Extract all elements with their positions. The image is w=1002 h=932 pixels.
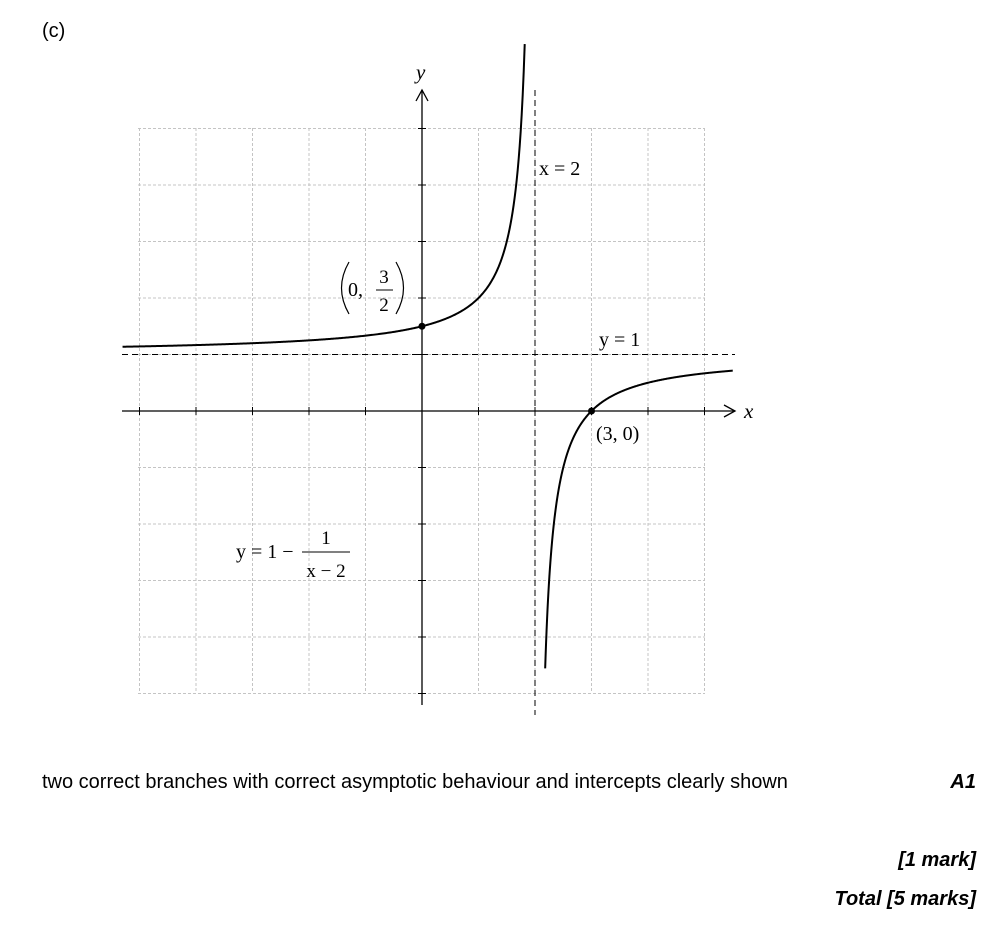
part-label: (c) bbox=[42, 20, 66, 42]
y-intercept-right-paren bbox=[395, 261, 405, 315]
curve-equation-denominator: x − 2 bbox=[306, 561, 345, 582]
y-axis-arrow bbox=[415, 88, 429, 102]
y-intercept-label-denominator: 2 bbox=[379, 295, 389, 316]
curve-equation-lhs: y = 1 − bbox=[236, 541, 294, 563]
y-intercept-label-lead: 0, bbox=[348, 279, 363, 301]
curves bbox=[122, 44, 733, 669]
x-axis-label: x bbox=[743, 399, 754, 423]
y-intercept-point bbox=[418, 322, 426, 330]
function-graph: xy 0,32(3, 0)x = 2y = 1y = 1 −1x − 2 bbox=[122, 44, 754, 715]
total-marks: Total [5 marks] bbox=[834, 888, 976, 910]
y-intercept-left-paren bbox=[340, 261, 350, 315]
horizontal-asymptote-label: y = 1 bbox=[599, 329, 640, 351]
labels: 0, 3 2 (3, 0) x = 2 y = 1 y = 1 − 1 x − 2 bbox=[236, 158, 640, 582]
x-intercept-point bbox=[588, 407, 595, 415]
mark-allocation: [1 mark] bbox=[898, 849, 976, 871]
axes: xy bbox=[122, 60, 754, 705]
left-branch bbox=[122, 44, 526, 348]
right-branch bbox=[544, 369, 733, 669]
mark-code: A1 bbox=[950, 771, 976, 793]
y-intercept-label-numerator: 3 bbox=[379, 267, 389, 288]
vertical-asymptote-label: x = 2 bbox=[539, 158, 580, 180]
x-axis-arrow bbox=[723, 404, 737, 418]
asymptotes bbox=[122, 90, 735, 715]
y-axis-label: y bbox=[414, 60, 426, 84]
curve-equation-numerator: 1 bbox=[321, 528, 331, 549]
x-intercept-label: (3, 0) bbox=[596, 423, 639, 445]
marking-criterion: two correct branches with correct asympt… bbox=[42, 771, 788, 793]
